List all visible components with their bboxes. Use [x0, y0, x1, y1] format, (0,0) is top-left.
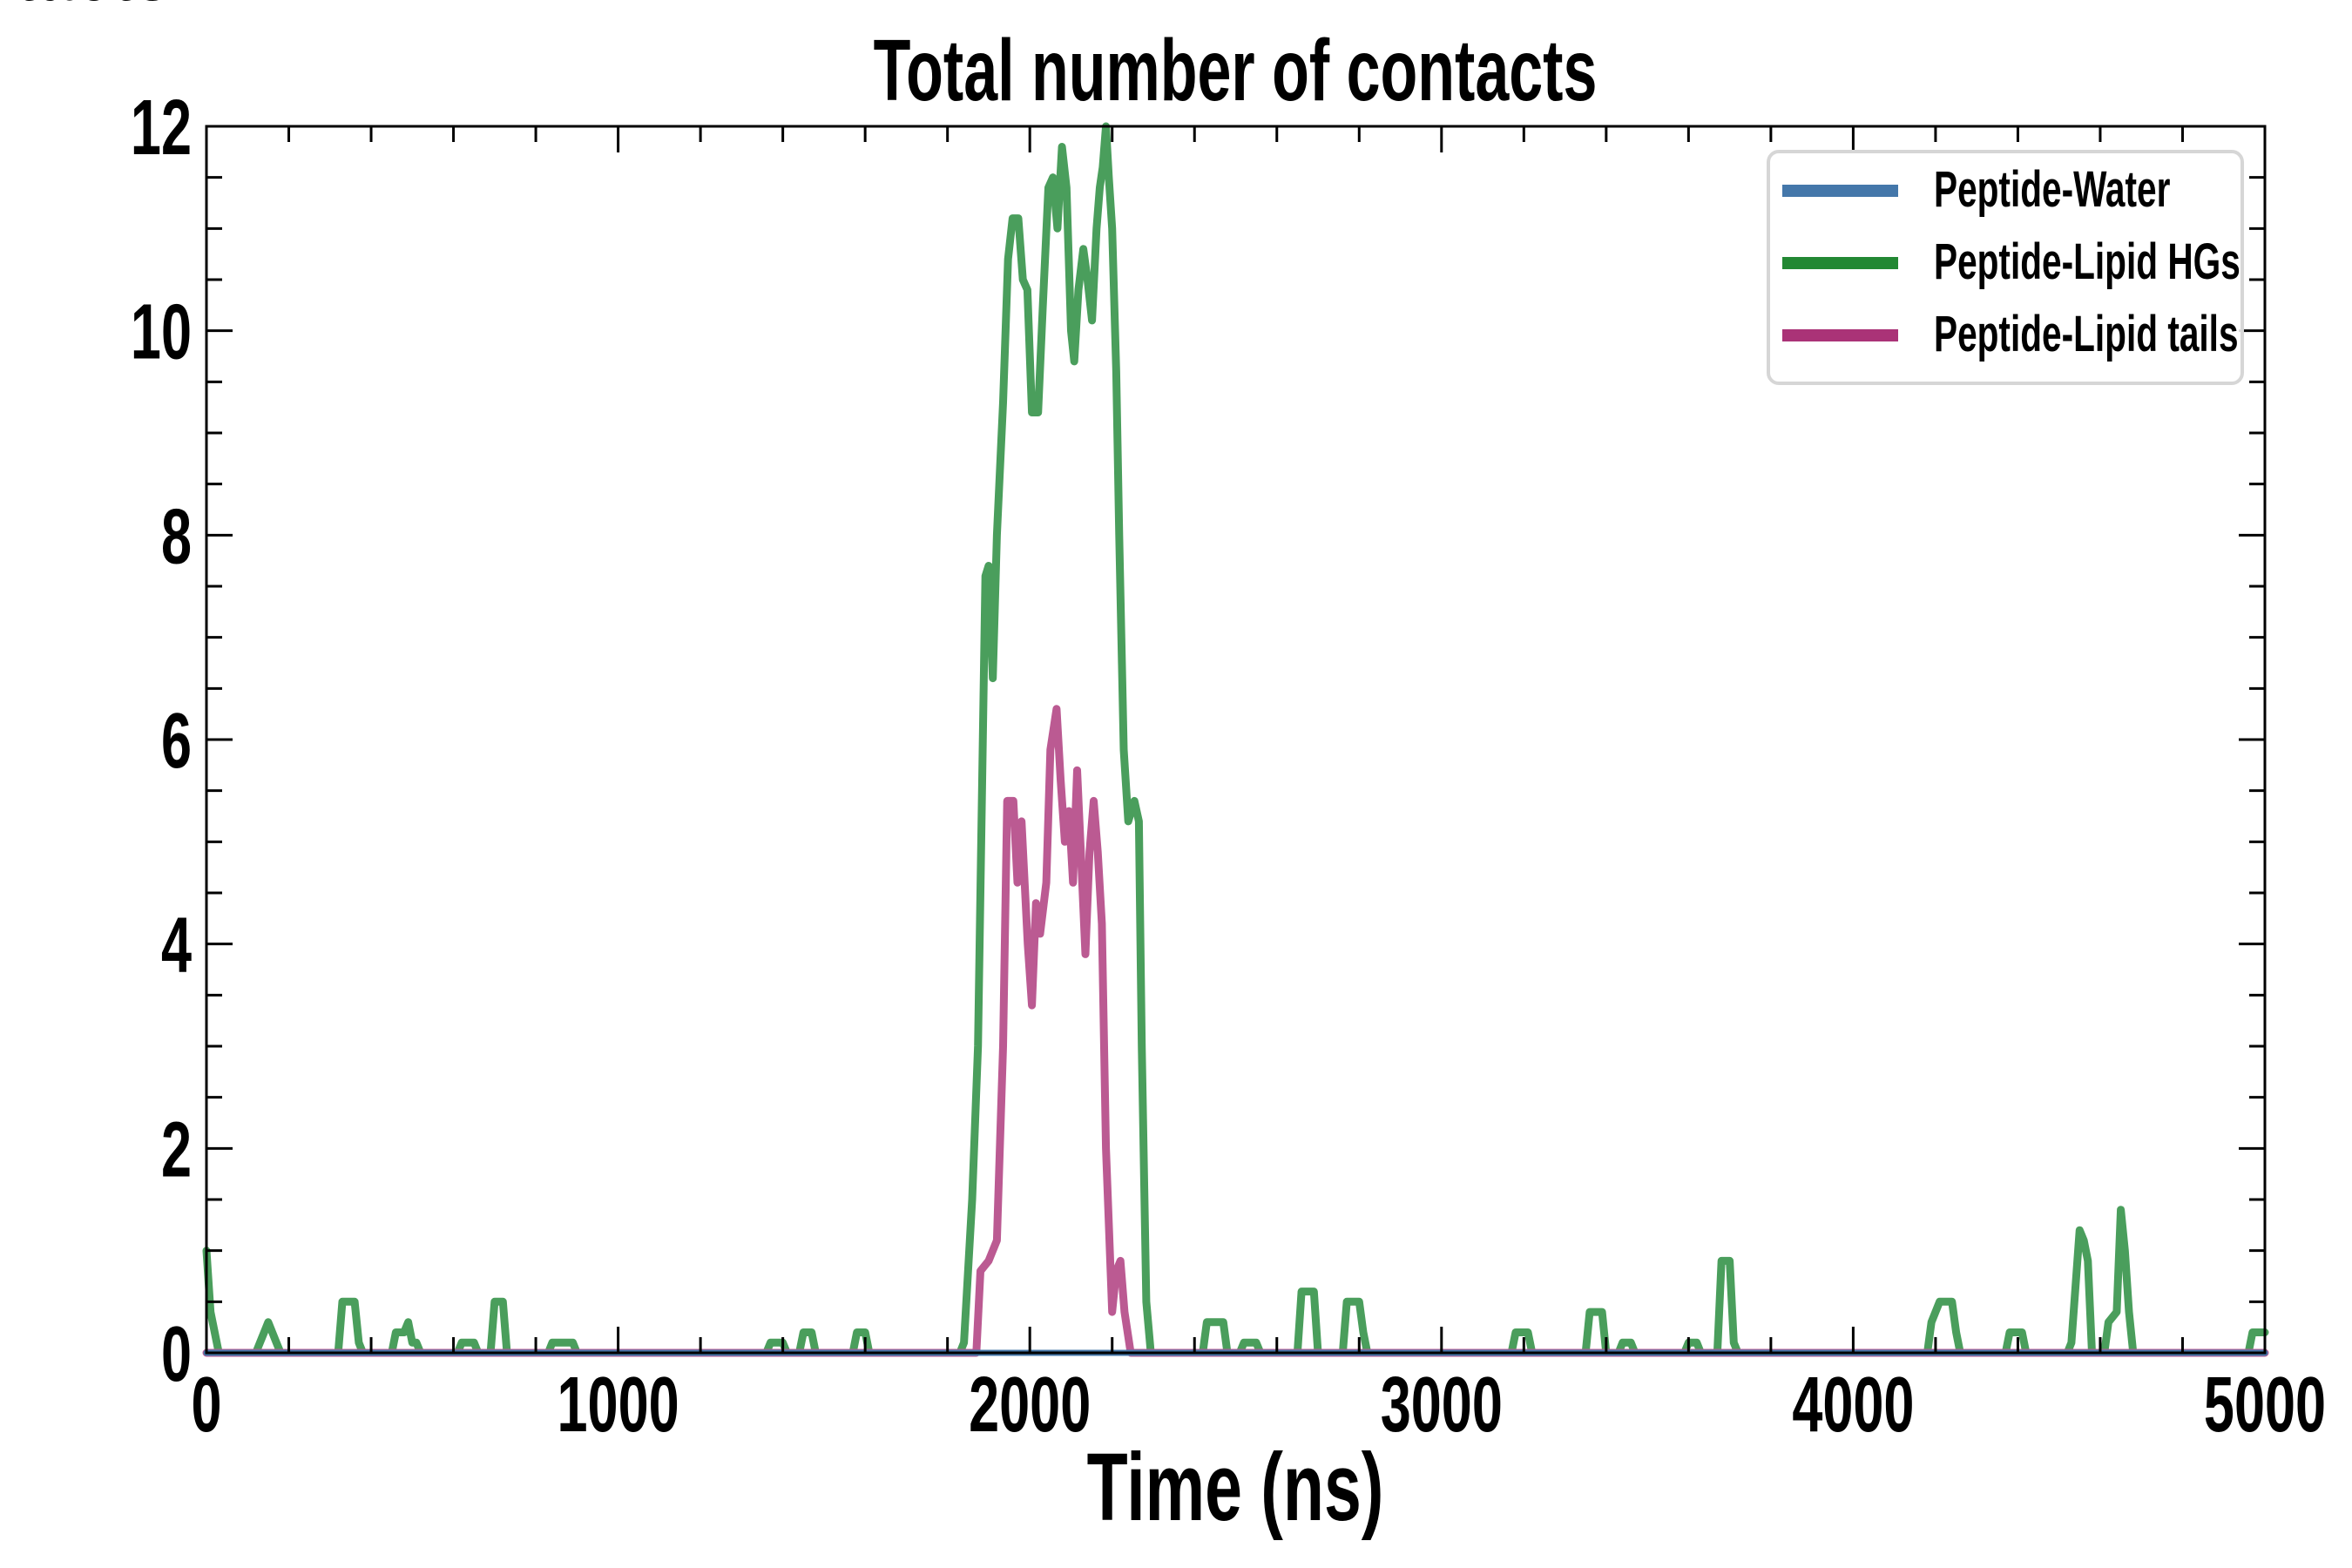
- y-tick-label: 10: [131, 289, 192, 376]
- x-tick-label: 3000: [1381, 1362, 1503, 1449]
- x-tick-label: 1000: [558, 1362, 679, 1449]
- y-tick-label: 6: [161, 698, 192, 785]
- x-tick-label: 0: [191, 1362, 221, 1449]
- y-tick-label: 8: [161, 493, 192, 580]
- y-tick-label: 12: [131, 84, 192, 172]
- y-axis-label: # Contacts: [0, 0, 172, 21]
- legend-label-peptide-water: Peptide-Water: [1934, 161, 2170, 218]
- plot-frame: [205, 125, 2267, 1355]
- y-tick-label: 2: [161, 1106, 192, 1193]
- x-tick-label: 2000: [969, 1362, 1091, 1449]
- x-tick-label: 5000: [2204, 1362, 2326, 1449]
- y-tick-label: 0: [161, 1311, 192, 1398]
- chart-title: Total number of contacts: [874, 23, 1598, 119]
- legend-label-peptide-lipid-tails: Peptide-Lipid tails: [1934, 306, 2239, 362]
- y-tick-label: 4: [161, 902, 192, 990]
- legend: Peptide-Water Peptide-Lipid HGs Peptide-…: [1767, 150, 2244, 385]
- x-tick-label: 4000: [1792, 1362, 1914, 1449]
- x-axis-label: Time (ns): [1087, 1435, 1384, 1542]
- series-line-peptide-lipid-tails: [202, 705, 2269, 1357]
- legend-label-peptide-lipid-hgs: Peptide-Lipid HGs: [1934, 233, 2240, 290]
- legend-box: [1767, 150, 2244, 385]
- ticks-layer: 0 1000 2000 3000 4000 5000 0 2 4 6 8 10 12: [131, 84, 2326, 1449]
